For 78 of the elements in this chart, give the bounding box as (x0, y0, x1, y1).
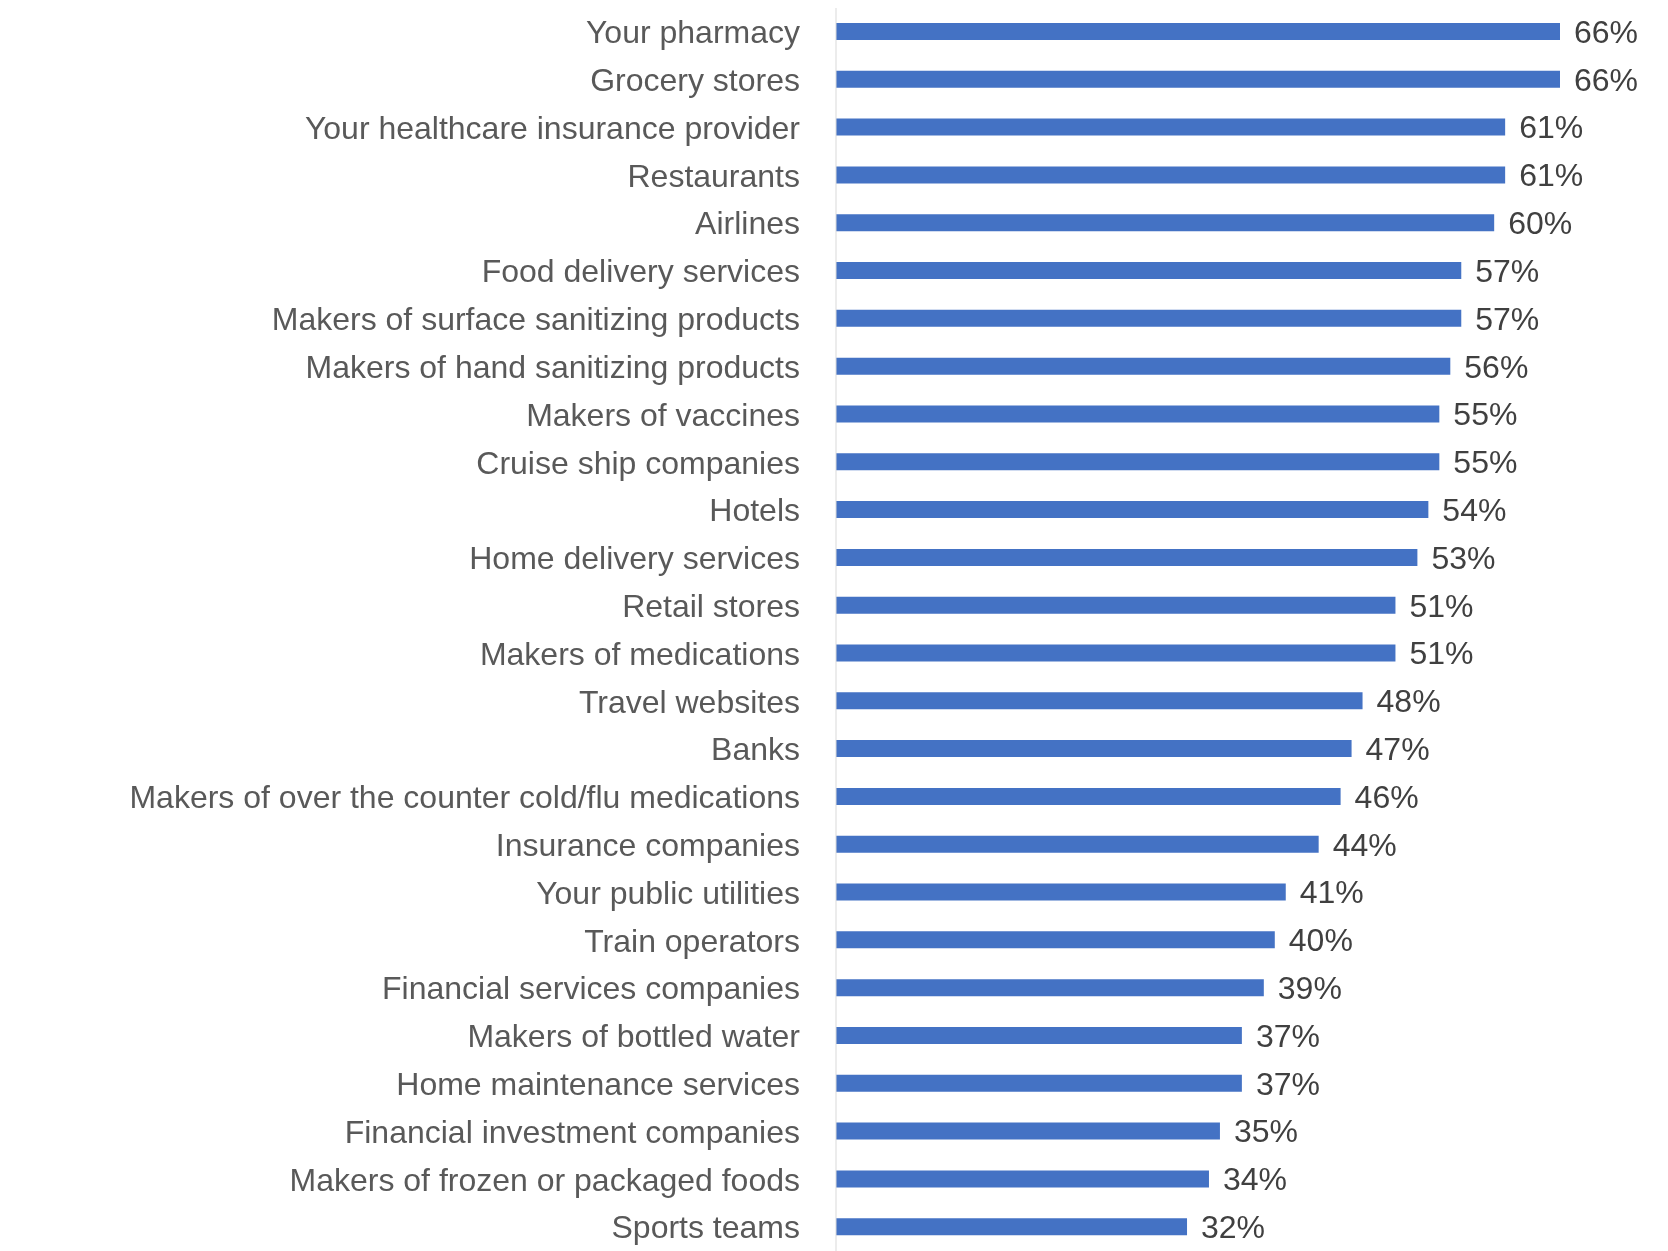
bar (836, 1122, 1220, 1140)
y-tick-label: Sports teams (611, 1209, 800, 1246)
bar (836, 357, 1451, 375)
data-label: 55% (1453, 444, 1518, 481)
bar (836, 118, 1506, 136)
bar (836, 166, 1506, 184)
y-tick-label: Home maintenance services (396, 1066, 800, 1103)
bar (836, 692, 1363, 710)
data-label: 37% (1255, 1017, 1320, 1054)
data-label: 40% (1288, 922, 1353, 959)
bar (836, 1074, 1242, 1092)
y-tick-label: Retail stores (622, 587, 800, 624)
data-label: 54% (1442, 491, 1507, 528)
data-label: 47% (1365, 730, 1430, 767)
y-tick-label: Makers of frozen or packaged foods (289, 1161, 800, 1198)
y-tick-label: Airlines (695, 205, 800, 242)
y-tick-label: Insurance companies (495, 826, 800, 863)
y-tick-label: Makers of bottled water (467, 1018, 801, 1055)
data-label: 46% (1354, 778, 1419, 815)
data-label: 41% (1299, 874, 1364, 911)
data-label: 51% (1409, 587, 1474, 624)
bar (836, 979, 1264, 997)
data-label: 57% (1475, 300, 1540, 337)
bar (836, 548, 1418, 566)
bar (836, 1170, 1209, 1188)
bar (836, 835, 1319, 853)
bar (836, 405, 1440, 423)
y-tick-label: Home delivery services (469, 540, 800, 577)
data-label: 66% (1574, 13, 1639, 50)
y-tick-label: Your pharmacy (585, 14, 800, 51)
y-tick-label: Hotels (709, 492, 800, 529)
y-tick-label: Makers of over the counter cold/flu medications (129, 779, 800, 816)
bar (836, 262, 1462, 280)
data-label: 56% (1464, 348, 1529, 385)
bar (836, 70, 1560, 88)
y-tick-label: Restaurants (627, 157, 800, 194)
y-tick-label: Travel websites (578, 683, 800, 720)
y-tick-label: Your public utilities (536, 874, 800, 911)
data-label: 51% (1409, 635, 1474, 672)
bar (836, 214, 1495, 232)
y-tick-label: Train operators (584, 922, 800, 959)
bar (836, 23, 1560, 40)
bar (836, 740, 1352, 758)
bar (836, 309, 1462, 327)
bar (836, 787, 1341, 805)
bar (836, 644, 1396, 662)
data-label: 61% (1519, 157, 1584, 194)
data-label: 61% (1519, 109, 1584, 146)
bar (836, 596, 1396, 614)
data-label: 44% (1332, 826, 1397, 863)
data-label: 60% (1508, 205, 1573, 242)
data-label: 55% (1453, 396, 1518, 433)
data-label: 53% (1431, 539, 1496, 576)
data-label: 35% (1233, 1113, 1298, 1150)
bar (836, 883, 1286, 901)
y-tick-label: Cruise ship companies (476, 444, 800, 481)
data-label: 57% (1475, 252, 1540, 289)
data-label: 39% (1277, 970, 1342, 1007)
bar (836, 1026, 1242, 1044)
y-tick-label: Your healthcare insurance provider (304, 109, 801, 146)
data-label: 66% (1574, 61, 1639, 98)
y-tick-label: Food delivery services (481, 253, 800, 290)
data-label: 48% (1376, 683, 1441, 720)
bar (836, 1218, 1188, 1236)
y-tick-label: Banks (711, 731, 800, 768)
y-tick-label: Financial investment companies (344, 1113, 800, 1150)
data-label: 32% (1201, 1209, 1266, 1246)
data-label: 37% (1255, 1065, 1320, 1102)
bar (836, 453, 1440, 471)
data-label: 34% (1222, 1161, 1288, 1198)
bar (836, 931, 1275, 949)
y-tick-label: Makers of hand sanitizing products (305, 348, 800, 385)
y-tick-label: Makers of medications (479, 635, 800, 672)
bar (836, 501, 1429, 519)
y-tick-label: Makers of surface sanitizing products (271, 301, 800, 338)
y-tick-label: Grocery stores (590, 62, 800, 99)
y-tick-label: Makers of vaccines (526, 396, 800, 433)
y-tick-label: Financial services companies (382, 970, 800, 1007)
